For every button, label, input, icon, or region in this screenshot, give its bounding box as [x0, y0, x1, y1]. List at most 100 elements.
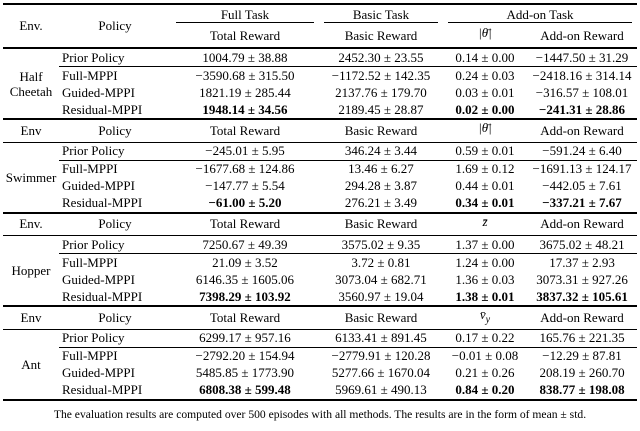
col-header-policy: Policy	[59, 117, 171, 143]
cell-addon-reward: 3837.32 ± 105.61	[536, 288, 628, 304]
env-label-half-cheetah: Half Cheetah	[3, 47, 59, 119]
metric-subscript: y	[485, 314, 491, 326]
col-header-total-reward: Total Reward	[171, 117, 319, 143]
table-row: Env. Policy Full Task Basic Task Add-on …	[3, 4, 637, 33]
metric-symbol: |θ̄|	[478, 25, 492, 41]
metric-symbol: v̄	[479, 307, 486, 323]
cell-metric: 0.24 ± 0.03	[455, 67, 515, 83]
cell-policy: Guided-MPPI	[62, 271, 135, 287]
cell-policy: Full-MPPI	[62, 254, 118, 270]
cell-total-reward: −147.77 ± 5.54	[205, 178, 285, 194]
col-header-total-reward: Total Reward	[171, 211, 319, 237]
col-header-env: Env	[3, 117, 59, 143]
cell-total-reward: 1948.14 ± 34.56	[202, 101, 288, 117]
cell-basic-reward: 6133.41 ± 891.45	[319, 329, 443, 348]
cell-addon-reward: −591.24 ± 6.40	[527, 142, 638, 161]
cell-total-reward: 5485.85 ± 1773.90	[195, 365, 295, 381]
col-header-env: Env	[3, 305, 59, 330]
col-header-vy-metric: v̄y	[443, 305, 527, 330]
col-header-addon-reward: Add-on Reward	[527, 305, 638, 330]
col-header-total-reward: Total Reward	[209, 28, 281, 43]
table-row: Residual-MPPI 7398.29 ± 103.92 3560.97 ±…	[3, 288, 637, 306]
group-header-basic-task: Basic Task	[319, 4, 443, 25]
table-row: Total Reward Basic Reward |θ̄| Add-on Re…	[3, 25, 637, 48]
cell-addon-reward: −337.21 ± 7.67	[542, 195, 622, 211]
cell-policy: Prior Policy	[59, 142, 171, 161]
col-header-theta-metric: |θ̄|	[443, 117, 527, 143]
cell-metric: 0.59 ± 0.01	[443, 142, 527, 161]
table-row: Swimmer Prior Policy −245.01 ± 5.95 346.…	[3, 142, 638, 185]
cell-metric: 0.21 ± 0.26	[455, 365, 515, 381]
table-row: Guided-MPPI 1821.19 ± 285.44 2137.76 ± 1…	[3, 84, 637, 101]
cell-metric: 1.37 ± 0.00	[443, 235, 527, 255]
col-header-policy: Policy	[59, 305, 171, 330]
cell-total-reward: −1677.68 ± 124.86	[195, 161, 295, 177]
cell-total-reward: −61.00 ± 5.20	[208, 195, 282, 211]
cell-addon-reward: −12.29 ± 87.81	[542, 348, 622, 364]
cell-policy: Residual-MPPI	[62, 382, 143, 398]
table-row: Env Policy Total Reward Basic Reward |θ̄…	[3, 117, 638, 143]
cell-basic-reward: 3073.04 ± 682.71	[335, 271, 427, 287]
cell-basic-reward: 294.28 ± 3.87	[344, 178, 418, 194]
cell-basic-reward: 5969.61 ± 490.13	[335, 382, 427, 398]
col-header-addon-reward: Add-on Reward	[527, 117, 638, 143]
results-table: Env. Policy Full Task Basic Task Add-on …	[3, 3, 638, 401]
cell-total-reward: 7398.29 ± 103.92	[199, 288, 291, 304]
col-header-basic-reward: Basic Reward	[319, 211, 443, 237]
cell-policy: Full-MPPI	[62, 161, 118, 177]
cell-metric: 0.02 ± 0.00	[455, 101, 515, 117]
table-row: Guided-MPPI −147.77 ± 5.54 294.28 ± 3.87…	[3, 178, 637, 195]
group-header-addon-task: Add-on Task	[443, 4, 637, 25]
cell-policy: Prior Policy	[59, 47, 171, 67]
table-row: Full-MPPI −2792.20 ± 154.94 −2779.91 ± 1…	[3, 347, 637, 365]
cell-policy: Prior Policy	[59, 329, 171, 348]
col-header-env: Env.	[3, 211, 59, 237]
table-row: Guided-MPPI 5485.85 ± 1773.90 5277.66 ± …	[3, 365, 637, 382]
cell-addon-reward: −1447.50 ± 31.29	[527, 47, 638, 67]
metric-symbol: |θ̄|	[478, 120, 492, 135]
cell-metric: 0.03 ± 0.01	[455, 84, 515, 100]
col-header-policy: Policy	[98, 18, 132, 33]
cell-basic-reward: 2137.76 ± 179.70	[335, 84, 427, 100]
cell-metric: −0.01 ± 0.08	[451, 348, 519, 364]
metric-symbol: z̄	[482, 213, 488, 229]
cell-basic-reward: 276.21 ± 3.49	[344, 195, 418, 211]
cell-metric: 1.36 ± 0.03	[455, 271, 515, 287]
table-row: Residual-MPPI 6808.38 ± 599.48 5969.61 ±…	[3, 382, 637, 400]
cell-basic-reward: 2452.30 ± 23.55	[319, 47, 443, 67]
table-row: Residual-MPPI −61.00 ± 5.20 276.21 ± 3.4…	[3, 195, 637, 213]
cell-total-reward: 6299.17 ± 957.16	[171, 329, 319, 348]
cell-addon-reward: 838.77 ± 198.08	[539, 382, 625, 398]
col-header-addon-reward: Add-on Reward	[527, 211, 638, 237]
cell-metric: 0.14 ± 0.00	[443, 47, 527, 67]
col-header-addon-reward: Add-on Reward	[540, 28, 624, 43]
col-header-zbar-metric: z̄	[443, 211, 527, 237]
group-header-full-task: Full Task	[171, 4, 319, 25]
cell-metric: 0.44 ± 0.01	[455, 178, 515, 194]
cell-policy: Residual-MPPI	[62, 288, 143, 304]
cell-total-reward: −245.01 ± 5.95	[171, 142, 319, 161]
cell-basic-reward: 5277.66 ± 1670.04	[331, 365, 431, 381]
table-row: Full-MPPI −1677.68 ± 124.86 13.46 ± 6.27…	[3, 160, 637, 178]
cell-metric: 1.69 ± 0.12	[455, 161, 515, 177]
cell-basic-reward: −2779.91 ± 120.28	[331, 348, 431, 364]
env-label-hopper: Hopper	[11, 263, 51, 279]
col-header-env: Env.	[19, 18, 43, 33]
col-header-basic-reward: Basic Reward	[319, 117, 443, 143]
cell-addon-reward: 17.37 ± 2.93	[549, 254, 615, 270]
cell-policy: Full-MPPI	[62, 67, 118, 83]
cell-policy: Prior Policy	[59, 235, 171, 255]
cell-total-reward: −2792.20 ± 154.94	[195, 348, 295, 364]
cell-addon-reward: −1691.13 ± 124.17	[532, 161, 632, 177]
table-row: Half Cheetah Prior Policy 1004.79 ± 38.8…	[3, 47, 638, 119]
cell-addon-reward: 3073.31 ± 927.26	[536, 271, 628, 287]
table-row: Full-MPPI 21.09 ± 3.52 3.72 ± 0.81 1.24 …	[3, 254, 637, 272]
cell-basic-reward: 3.72 ± 0.81	[351, 254, 411, 270]
cell-addon-reward: 165.76 ± 221.35	[527, 329, 638, 348]
cell-addon-reward: −316.57 ± 108.01	[535, 84, 629, 100]
table-row: Env Policy Total Reward Basic Reward v̄y…	[3, 305, 638, 330]
cell-metric: 1.38 ± 0.01	[455, 288, 515, 304]
cell-basic-reward: 2189.45 ± 28.87	[338, 101, 424, 117]
cell-policy: Guided-MPPI	[62, 178, 135, 194]
cell-total-reward: 1821.19 ± 285.44	[199, 84, 291, 100]
